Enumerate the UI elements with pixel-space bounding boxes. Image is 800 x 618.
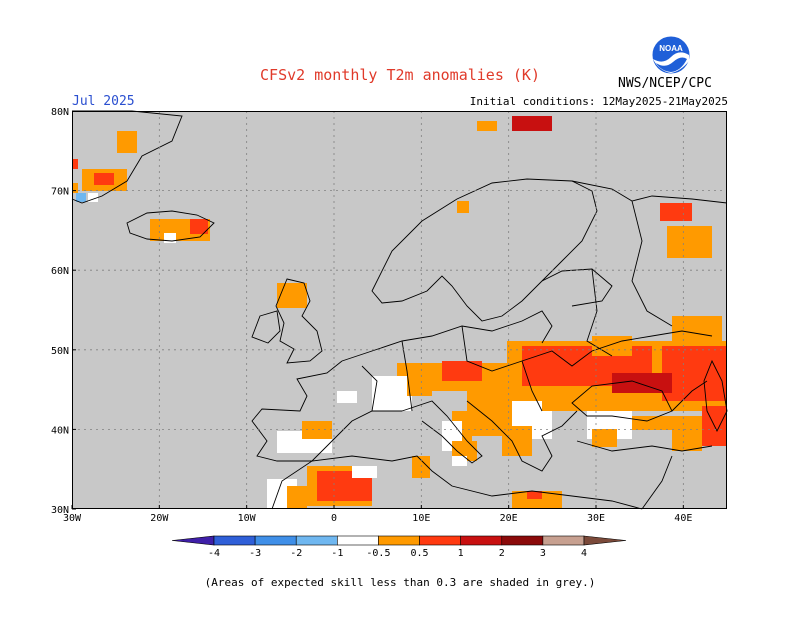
legend-label: 2 [499, 548, 505, 559]
legend-swatch [337, 535, 379, 546]
legend-swatch [172, 535, 215, 546]
lat-lon-grid [72, 111, 727, 509]
lat-label: 30N [51, 505, 69, 516]
agency-label: NWS/NCEP/CPC [618, 76, 712, 91]
lat-label: 50N [51, 346, 69, 357]
legend-label: 4 [581, 548, 587, 559]
lon-label: 20W [150, 513, 169, 524]
legend-swatch [419, 535, 461, 546]
skill-footnote: (Areas of expected skill less than 0.3 a… [204, 576, 596, 589]
map-frame [72, 111, 727, 509]
legend-swatch [501, 535, 544, 546]
map-title: CFSv2 monthly T2m anomalies (K) [260, 66, 540, 84]
lon-label: 30E [587, 513, 605, 524]
noaa-logo: NOAA [651, 35, 691, 75]
legend-swatch [542, 535, 585, 546]
legend-swatch [378, 535, 420, 546]
lat-label: 80N [51, 107, 69, 118]
initial-conditions: Initial conditions: 12May2025-21May2025 [469, 95, 728, 108]
legend-label: -4 [208, 548, 220, 559]
map-background [72, 111, 727, 509]
legend-label: -1 [331, 548, 343, 559]
legend-swatch [583, 535, 627, 546]
legend-label: -0.5 [366, 548, 390, 559]
noaa-logo-text: NOAA [659, 44, 683, 53]
color-legend: -4 -3 -2 -1 -0.5 0.5 1 2 3 4 [172, 535, 627, 559]
lon-label: 10W [238, 513, 257, 524]
legend-swatch [295, 535, 338, 546]
legend-label: -2 [290, 548, 302, 559]
forecast-month: Jul 2025 [72, 94, 135, 109]
legend-label: -3 [249, 548, 261, 559]
anomaly-cells [72, 116, 727, 509]
legend-swatch [460, 535, 503, 546]
lat-label: 70N [51, 187, 69, 198]
lon-label: 0 [331, 513, 337, 524]
lon-label: 30W [63, 513, 82, 524]
legend-label: 1 [458, 548, 464, 559]
legend-swatch [213, 535, 256, 546]
legend-swatch [254, 535, 297, 546]
legend-swatches [172, 535, 627, 546]
legend-label: 0.5 [411, 548, 429, 559]
lon-label: 20E [500, 513, 518, 524]
lon-label: 40E [674, 513, 692, 524]
lon-label: 10E [412, 513, 430, 524]
lat-label: 60N [51, 266, 69, 277]
lat-label: 40N [51, 425, 69, 436]
legend-label: 3 [540, 548, 546, 559]
legend-labels: -4 -3 -2 -1 -0.5 0.5 1 2 3 4 [208, 548, 587, 559]
